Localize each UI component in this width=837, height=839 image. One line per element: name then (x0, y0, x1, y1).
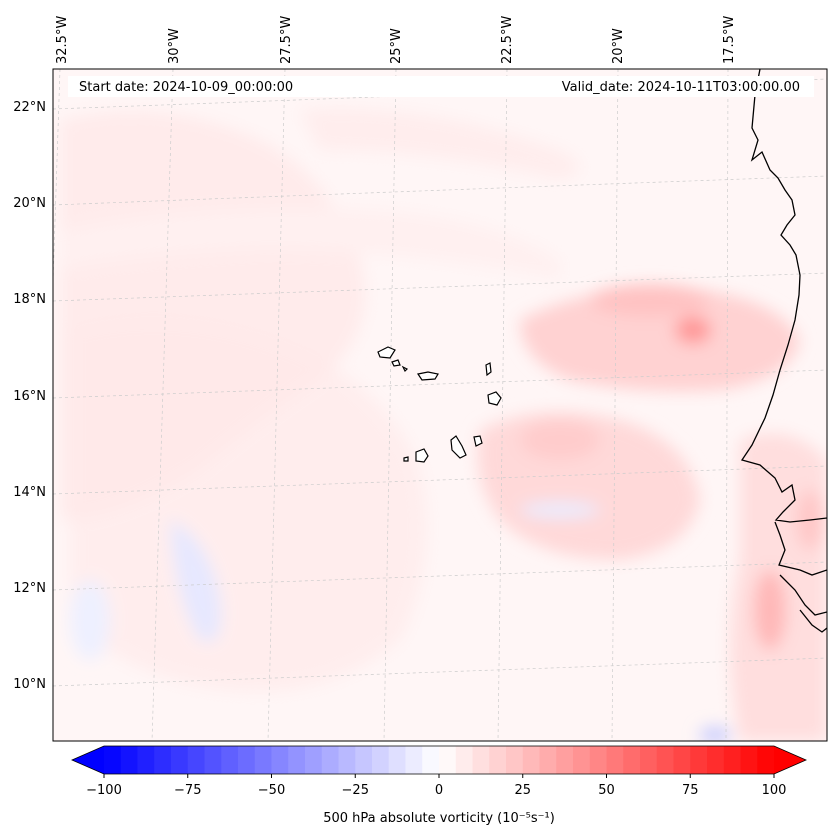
lat-label: 18°N (13, 292, 46, 307)
colorbar-cell (606, 746, 624, 774)
colorbar-cell (238, 746, 256, 774)
colorbar-cell (204, 746, 222, 774)
colorbar-cell (623, 746, 641, 774)
colorbar-tick-label: 0 (435, 783, 443, 798)
colorbar-cell (707, 746, 725, 774)
island-brava (403, 456, 409, 462)
colorbar-min-extension (72, 746, 104, 774)
lon-label: 25°W (389, 28, 404, 64)
lon-label: 30°W (167, 28, 182, 64)
colorbar-cell (422, 746, 440, 774)
colorbar-cell (154, 746, 172, 774)
longitude-labels: 32.5°W 30°W 27.5°W 25°W 22.5°W 20°W 17.5… (55, 16, 737, 64)
colorbar-tick-label: −75 (174, 783, 201, 798)
colorbar-cell (455, 746, 474, 774)
lon-label: 20°W (611, 28, 626, 64)
colorbar-cell (489, 746, 507, 774)
colorbar: −100 −75 −50 −25 0 25 50 75 100 500 hPa absolute… (71, 745, 807, 826)
island-santa-luzia (401, 365, 409, 373)
colorbar-cell (120, 746, 139, 774)
colorbar-cell (522, 746, 541, 774)
lat-label: 20°N (13, 196, 46, 211)
colorbar-cell (104, 746, 122, 774)
lat-label: 14°N (13, 485, 46, 500)
lon-label: 27.5°W (279, 16, 294, 64)
colorbar-cell (439, 746, 457, 774)
colorbar-cell (321, 746, 340, 774)
colorbar-tick-label: −100 (86, 783, 122, 798)
colorbar-tick-label: −50 (258, 783, 285, 798)
colorbar-tick-label: 75 (682, 783, 699, 798)
colorbar-cell (171, 746, 189, 774)
colorbar-tick-label: 100 (762, 783, 787, 798)
info-box (68, 76, 814, 97)
island-sao-nicolau (417, 371, 439, 381)
vorticity-field (60, 108, 827, 741)
colorbar-cell (187, 746, 206, 774)
valid-date-text: Valid_date: 2024-10-11T03:00:00.00 (562, 80, 800, 95)
start-date-text: Start date: 2024-10-09_00:00:00 (79, 80, 293, 95)
lat-label: 16°N (13, 389, 46, 404)
colorbar-cell (506, 746, 524, 774)
lat-label: 10°N (13, 677, 46, 692)
colorbar-cell (338, 746, 356, 774)
colorbar-tick-label: −25 (342, 783, 369, 798)
island-sao-vicente (391, 359, 401, 367)
coastline (740, 69, 827, 633)
island-boa-vista (487, 391, 502, 406)
lat-label: 22°N (13, 100, 46, 115)
island-santo-antao (377, 346, 396, 359)
lon-label: 17.5°W (722, 16, 737, 64)
graticule (53, 69, 827, 741)
colorbar-cell (355, 746, 373, 774)
colorbar-cell (757, 746, 775, 774)
cape-verde-islands (377, 346, 502, 463)
island-santiago (450, 435, 467, 459)
colorbar-cell (137, 746, 155, 774)
colorbar-cell (589, 746, 608, 774)
colorbar-cell (254, 746, 273, 774)
colorbar-max-extension (774, 746, 806, 774)
colorbar-tick-label: 25 (514, 783, 531, 798)
colorbar-cell (723, 746, 742, 774)
island-maio (473, 435, 483, 447)
colorbar-cells (104, 746, 775, 774)
colorbar-cell (740, 746, 758, 774)
colorbar-cell (405, 746, 423, 774)
colorbar-cell (539, 746, 557, 774)
colorbar-cell (573, 746, 591, 774)
colorbar-label: 500 hPa absolute vorticity (10⁻⁵s⁻¹) (323, 811, 555, 826)
colorbar-cell (372, 746, 390, 774)
island-sal (485, 362, 492, 377)
island-fogo (415, 448, 429, 463)
colorbar-cell (221, 746, 239, 774)
colorbar-cell (656, 746, 675, 774)
colorbar-cell (288, 746, 306, 774)
colorbar-cell (472, 746, 490, 774)
colorbar-ticks: −100 −75 −50 −25 0 25 50 75 100 (86, 774, 786, 798)
lon-label: 22.5°W (500, 16, 515, 64)
colorbar-cell (690, 746, 708, 774)
lon-label: 32.5°W (55, 16, 70, 64)
colorbar-cell (673, 746, 691, 774)
colorbar-cell (640, 746, 658, 774)
colorbar-cell (556, 746, 574, 774)
lat-label: 12°N (13, 581, 46, 596)
colorbar-cell (271, 746, 289, 774)
colorbar-tick-label: 50 (598, 783, 615, 798)
latitude-labels: 22°N 20°N 18°N 16°N 14°N 12°N 10°N (13, 100, 46, 692)
colorbar-cell (388, 746, 407, 774)
colorbar-cell (305, 746, 323, 774)
map-panel: Start date: 2024-10-09_00:00:00 Valid_da… (53, 69, 827, 741)
map-frame (52, 68, 828, 742)
